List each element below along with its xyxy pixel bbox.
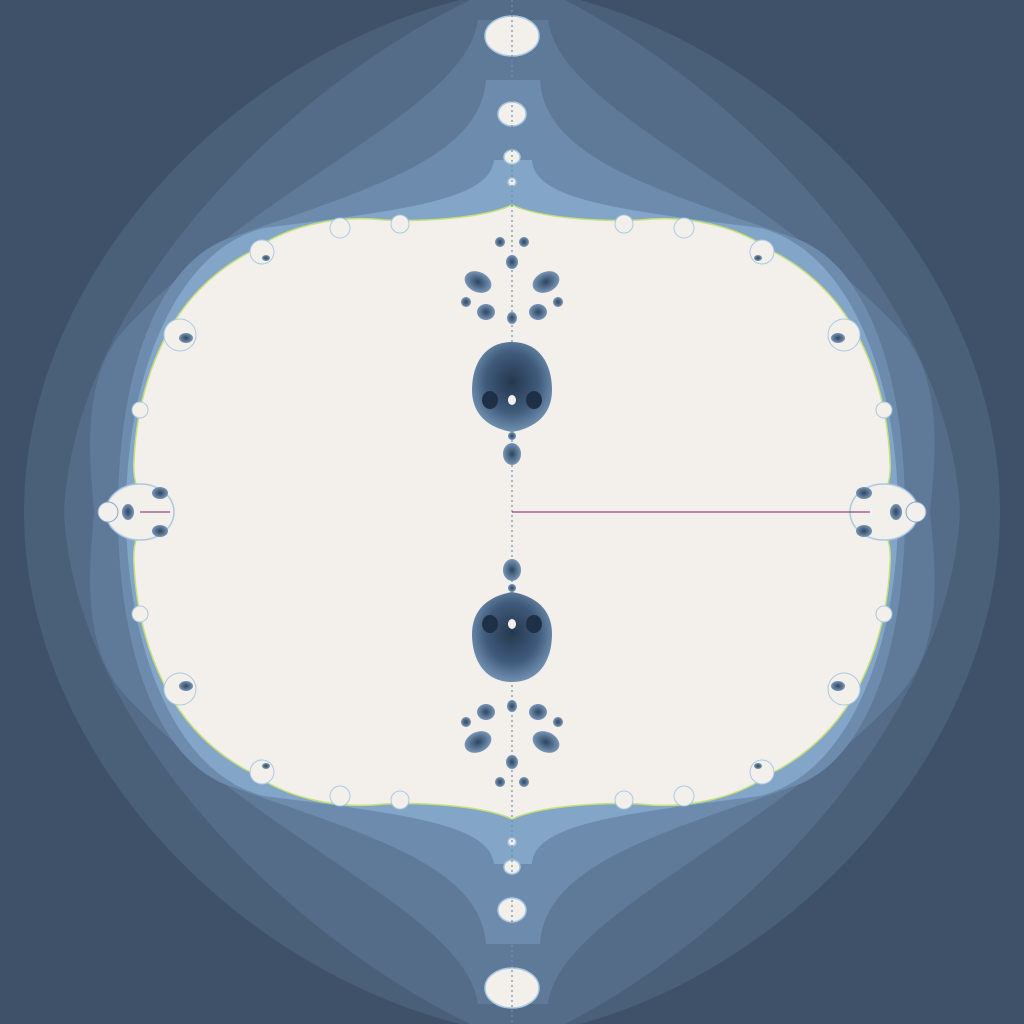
right-side-lobe (849, 483, 927, 541)
axis-small-bulbs (503, 255, 521, 769)
bottom-antenna-bulbs (484, 837, 540, 1009)
lower-quad-cluster (461, 704, 563, 787)
upper-quad-cluster (461, 237, 563, 320)
lower-interior-bulb (472, 592, 552, 682)
scallop-inner-bulbs (179, 255, 845, 769)
upper-interior-bulb (472, 342, 552, 432)
